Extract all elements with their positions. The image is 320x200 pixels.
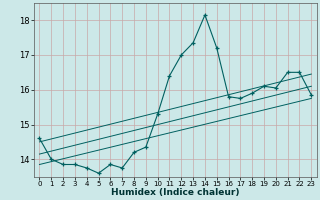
X-axis label: Humidex (Indice chaleur): Humidex (Indice chaleur) (111, 188, 240, 197)
